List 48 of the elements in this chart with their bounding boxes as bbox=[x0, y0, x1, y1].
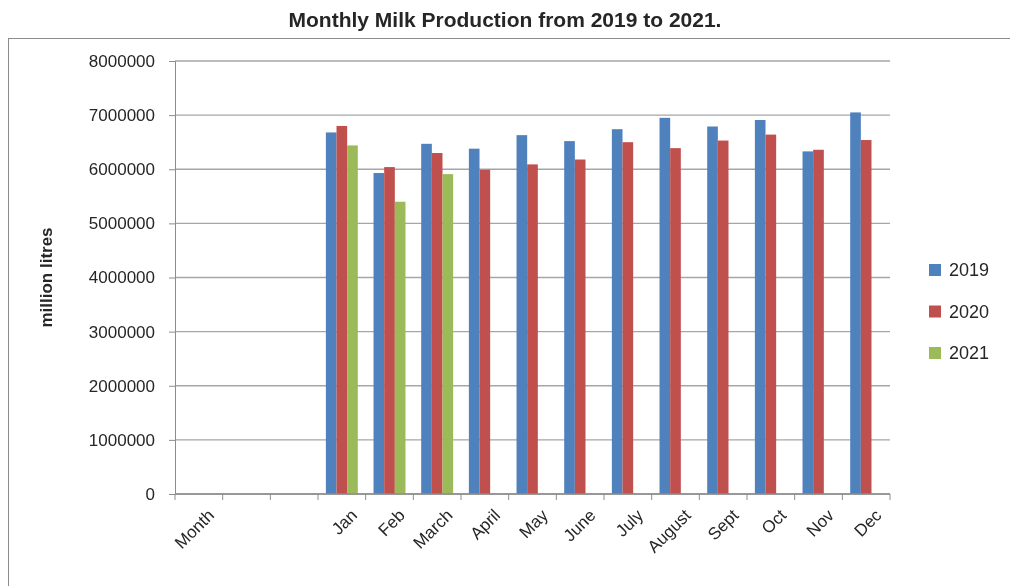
bar bbox=[479, 169, 491, 494]
x-tick-label: Dec bbox=[850, 505, 886, 541]
bar bbox=[527, 164, 538, 494]
bar bbox=[394, 201, 406, 494]
x-tick-label: Nov bbox=[802, 505, 839, 541]
bar bbox=[384, 167, 395, 494]
legend-label: 2020 bbox=[949, 301, 990, 322]
bar bbox=[574, 159, 586, 494]
x-tick-label: Oct bbox=[757, 505, 791, 538]
bar bbox=[468, 148, 480, 494]
bar bbox=[754, 120, 766, 494]
x-tick-label: July bbox=[612, 505, 648, 541]
chart-title: Monthly Milk Production from 2019 to 2021. bbox=[288, 8, 722, 31]
bar bbox=[336, 125, 348, 494]
bar bbox=[564, 141, 575, 494]
y-tick-label: 1000000 bbox=[88, 430, 155, 450]
bar bbox=[802, 151, 814, 494]
bar bbox=[325, 132, 337, 494]
x-tick-label: May bbox=[515, 505, 553, 542]
bar bbox=[442, 174, 454, 494]
bar bbox=[431, 153, 443, 494]
bar bbox=[707, 126, 718, 494]
bar bbox=[611, 129, 623, 494]
y-tick-label: 8000000 bbox=[88, 51, 155, 71]
bar bbox=[421, 143, 432, 494]
bar bbox=[373, 173, 385, 494]
y-tick-label: 6000000 bbox=[88, 160, 155, 180]
bar bbox=[670, 148, 681, 494]
bar bbox=[516, 135, 528, 494]
x-tick-label: Feb bbox=[374, 505, 409, 540]
x-tick-label: Jan bbox=[328, 505, 362, 539]
bar bbox=[717, 140, 729, 494]
y-tick-label: 2000000 bbox=[88, 376, 155, 396]
bar bbox=[813, 149, 824, 494]
y-tick-label: 7000000 bbox=[88, 106, 155, 126]
y-tick-label: 0 bbox=[145, 484, 155, 504]
legend-label: 2019 bbox=[949, 260, 990, 281]
bar bbox=[765, 134, 777, 494]
bar bbox=[659, 117, 671, 494]
bar bbox=[850, 112, 861, 494]
y-tick-label: 4000000 bbox=[88, 268, 155, 288]
bar bbox=[622, 142, 634, 494]
y-axis-title: million litres bbox=[37, 227, 56, 328]
bar bbox=[347, 145, 358, 494]
legend-label: 2021 bbox=[949, 343, 990, 364]
bar bbox=[860, 140, 872, 494]
y-tick-label: 5000000 bbox=[88, 214, 155, 234]
y-tick-label: 3000000 bbox=[88, 322, 155, 342]
